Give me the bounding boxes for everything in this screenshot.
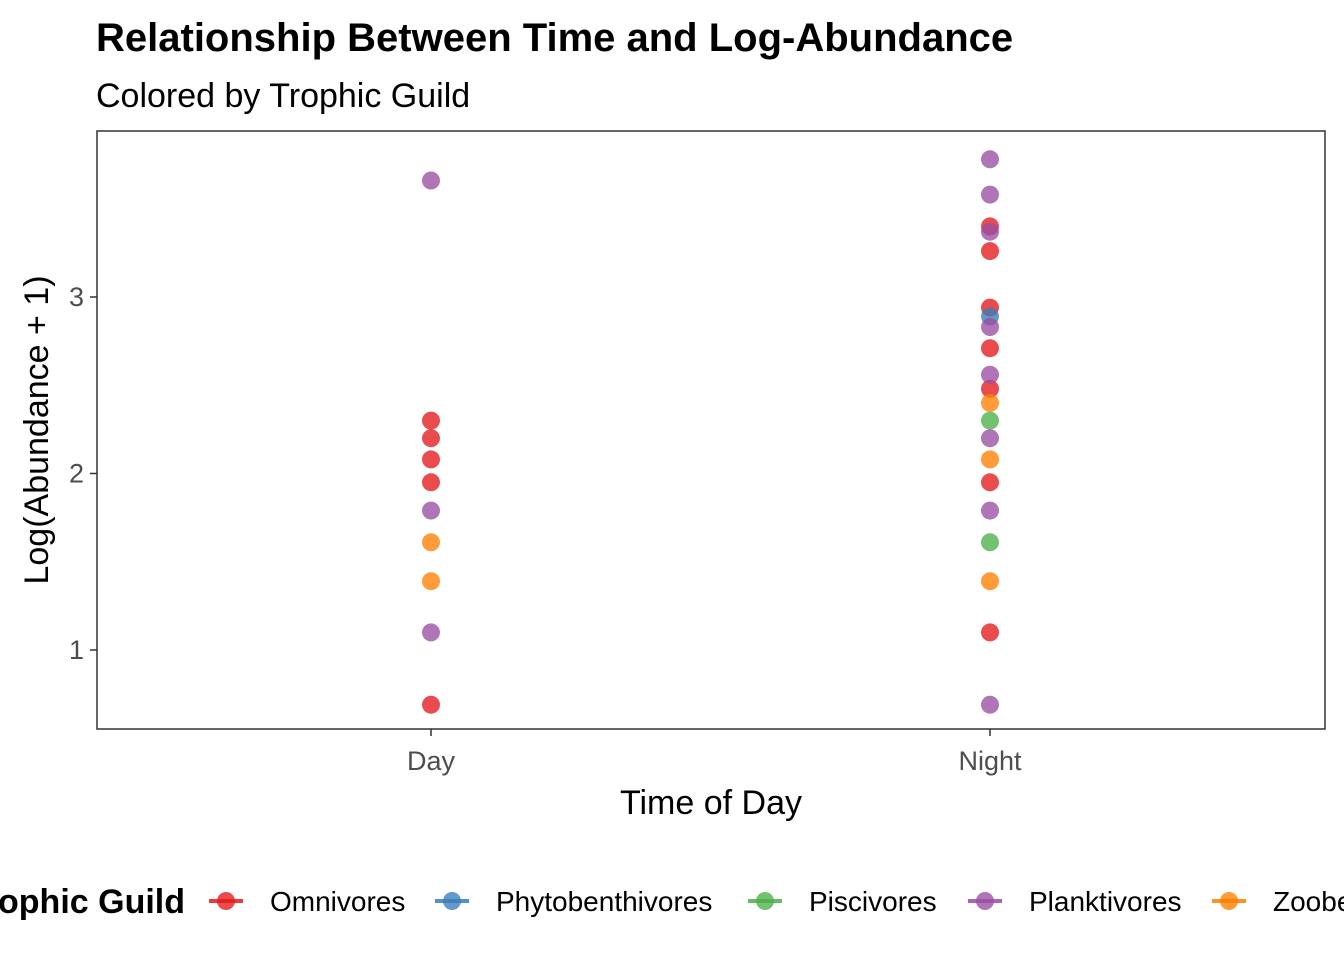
data-point xyxy=(422,695,440,714)
legend-label: Piscivores xyxy=(809,886,937,917)
data-point xyxy=(981,318,999,336)
data-point xyxy=(422,411,440,430)
data-point xyxy=(981,501,999,520)
x-axis: Day Night xyxy=(407,729,1022,776)
data-point xyxy=(981,379,999,398)
legend-item: Zoobenthivores xyxy=(1212,886,1344,917)
y-axis: 1 2 3 xyxy=(69,282,97,665)
legend-title: Trophic Guild xyxy=(0,883,185,921)
data-point xyxy=(422,171,440,190)
chart-subtitle: Colored by Trophic Guild xyxy=(96,77,470,115)
plot-panel-border xyxy=(96,130,1326,730)
y-axis-title: Log(Abundance + 1) xyxy=(18,275,56,584)
x-tick-label: Night xyxy=(958,746,1022,776)
legend-item: Planktivores xyxy=(968,886,1182,917)
y-tick-label: 3 xyxy=(69,282,84,312)
data-point xyxy=(981,411,999,430)
legend-label: Phytobenthivores xyxy=(496,886,712,917)
legend-label: Planktivores xyxy=(1029,886,1182,917)
legend-label: Omnivores xyxy=(270,886,405,917)
data-point xyxy=(981,623,999,642)
data-point xyxy=(981,473,999,492)
data-point xyxy=(981,450,999,469)
legend-key-point xyxy=(1220,892,1238,910)
legend-key-point xyxy=(756,892,774,910)
data-point xyxy=(981,339,999,358)
y-tick-label: 2 xyxy=(69,459,84,489)
data-point xyxy=(981,150,999,169)
y-tick-label: 1 xyxy=(69,635,84,665)
legend: Trophic Guild Omnivores Phytobenthivores P… xyxy=(0,883,1344,921)
legend-key-point xyxy=(976,892,994,910)
data-point xyxy=(981,572,999,591)
legend-item: Piscivores xyxy=(748,886,937,917)
data-point xyxy=(981,365,999,384)
data-point xyxy=(422,450,440,469)
x-axis-title: Time of Day xyxy=(620,784,802,822)
data-point xyxy=(981,242,999,261)
legend-key-point xyxy=(443,892,461,910)
legend-key-point xyxy=(217,892,235,910)
data-point xyxy=(422,429,440,448)
data-point xyxy=(422,623,440,642)
data-point xyxy=(981,429,999,448)
data-point xyxy=(981,185,999,204)
data-points xyxy=(422,150,999,714)
data-point xyxy=(981,533,999,552)
legend-label: Zoobenthivores xyxy=(1273,886,1344,917)
data-point xyxy=(422,501,440,520)
legend-item: Phytobenthivores xyxy=(435,886,712,917)
data-point xyxy=(422,473,440,492)
data-point xyxy=(422,533,440,552)
legend-item: Omnivores xyxy=(209,886,405,917)
data-point xyxy=(981,393,999,412)
data-point xyxy=(981,695,999,714)
data-point xyxy=(422,572,440,591)
chart-title: Relationship Between Time and Log-Abunda… xyxy=(96,16,1013,60)
x-tick-label: Day xyxy=(407,746,456,776)
data-point xyxy=(981,222,999,241)
